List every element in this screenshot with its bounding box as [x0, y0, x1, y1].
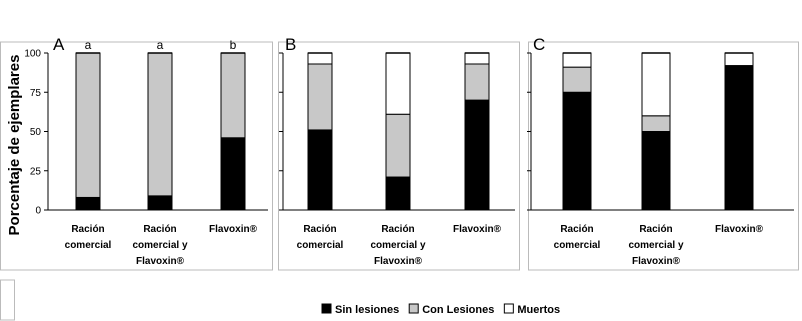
x-tick-label: comercial [297, 240, 344, 251]
y-tick-label: 75 [30, 88, 42, 99]
y-tick-label: 100 [24, 49, 41, 60]
bar-segment [641, 131, 671, 211]
bar-segment [562, 66, 592, 93]
bar-segment [464, 63, 490, 101]
panel-frame [528, 41, 799, 271]
panel-label: A [53, 35, 65, 54]
panel-frame [0, 41, 273, 271]
legend-swatch [321, 303, 332, 314]
bar-segment [724, 52, 754, 67]
bar-segment [307, 52, 333, 65]
bar-segment [641, 52, 671, 117]
panel-label: B [285, 35, 296, 54]
x-tick-label: comercial [65, 240, 112, 251]
bar-segment [307, 63, 333, 131]
significance-letter: b [230, 38, 237, 52]
x-tick-label: Flavoxin® [136, 256, 185, 267]
legend-label: Sin lesiones [335, 304, 399, 316]
legend-label: Con Lesiones [422, 304, 494, 316]
x-tick-label: Ración [560, 224, 593, 235]
bar-segment [385, 176, 411, 211]
bar-segment [385, 113, 411, 178]
bar-segment [147, 52, 173, 197]
bar-segment [724, 65, 754, 211]
panel-frame [278, 41, 520, 271]
bar-segment [307, 129, 333, 211]
significance-letter: a [157, 38, 164, 52]
x-tick-label: Flavoxin® [209, 224, 258, 235]
significance-letter: a [85, 38, 92, 52]
x-tick-label: Ración [143, 224, 176, 235]
bar-segment [464, 52, 490, 65]
y-axis-label: Porcentaje de ejemplares [6, 55, 23, 236]
panel-label: C [533, 35, 545, 54]
x-tick-label: Flavoxin® [374, 256, 423, 267]
bar-segment [464, 99, 490, 211]
lower-frame-fragment [0, 279, 15, 321]
x-tick-label: Ración [381, 224, 414, 235]
y-tick-label: 0 [35, 206, 41, 217]
bar-segment [641, 115, 671, 133]
bar-segment [385, 52, 411, 115]
x-tick-label: Ración [639, 224, 672, 235]
x-tick-label: Flavoxin® [715, 224, 764, 235]
legend-swatch [503, 303, 514, 314]
bar-segment [562, 91, 592, 211]
bar-segment [562, 52, 592, 68]
x-tick-label: Flavoxin® [453, 224, 502, 235]
bar-segment [75, 196, 101, 211]
x-tick-label: Flavoxin® [632, 256, 681, 267]
x-tick-label: Ración [71, 224, 104, 235]
x-tick-label: comercial y [370, 240, 425, 251]
x-tick-label: Ración [303, 224, 336, 235]
x-tick-label: comercial y [132, 240, 187, 251]
y-tick-label: 25 [30, 166, 42, 177]
legend-label: Muertos [517, 304, 560, 316]
x-tick-label: comercial [554, 240, 601, 251]
x-tick-label: comercial y [628, 240, 683, 251]
bar-segment [220, 52, 246, 139]
y-tick-label: 50 [30, 127, 42, 138]
bar-segment [220, 137, 246, 211]
bar-segment [147, 195, 173, 211]
bar-segment [75, 52, 101, 198]
legend-swatch [408, 303, 419, 314]
